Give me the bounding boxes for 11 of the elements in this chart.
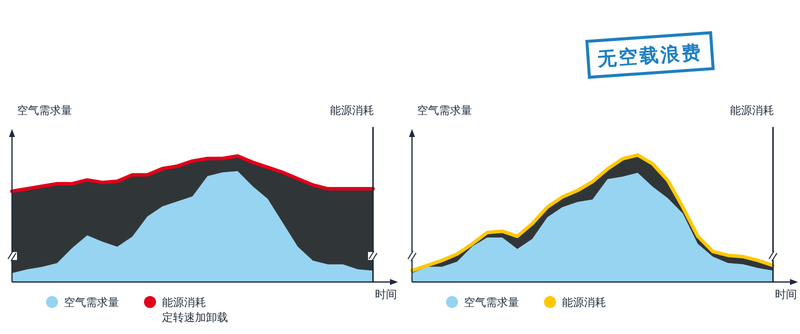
x-axis-title: 时间	[375, 288, 397, 301]
legend-label: 空气需求量	[64, 296, 119, 309]
y-axis-title: 空气需求量	[17, 104, 72, 117]
x-axis-title: 时间	[775, 288, 797, 301]
legend-label: 能源消耗定转速加卸载	[162, 296, 228, 324]
y2-axis-title: 能源消耗	[330, 104, 374, 117]
text: 无空载浪费	[596, 41, 704, 71]
legend-label: 空气需求量	[464, 296, 519, 309]
y-axis-title: 空气需求量	[417, 104, 472, 117]
legend-label: 能源消耗	[562, 296, 606, 309]
y2-axis-title: 能源消耗	[730, 104, 774, 117]
